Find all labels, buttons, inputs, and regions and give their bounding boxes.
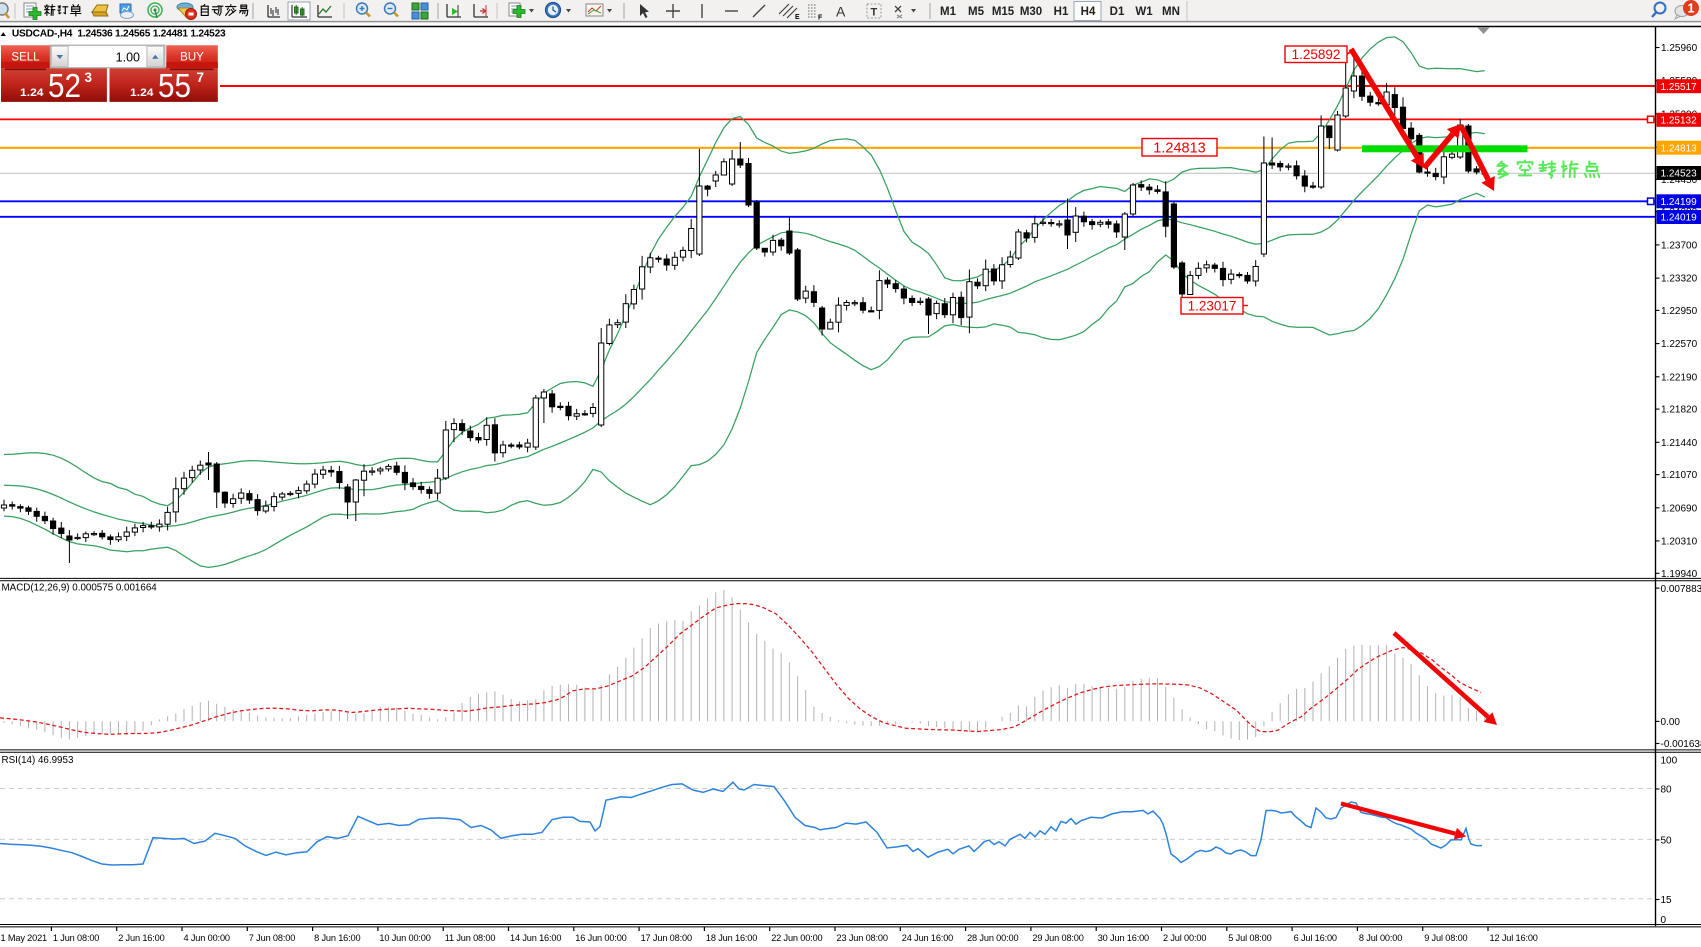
svg-text:4 Jun 00:00: 4 Jun 00:00 xyxy=(184,933,230,943)
svg-text:12 Jul 16:00: 12 Jul 16:00 xyxy=(1490,933,1538,943)
svg-text:18 Jun 16:00: 18 Jun 16:00 xyxy=(706,933,757,943)
svg-text:2 Jun 16:00: 2 Jun 16:00 xyxy=(118,933,164,943)
svg-text:8 Jun 16:00: 8 Jun 16:00 xyxy=(314,933,360,943)
svg-text:1.21820: 1.21820 xyxy=(1661,405,1698,416)
svg-text:16 Jun 00:00: 16 Jun 00:00 xyxy=(575,933,626,943)
svg-text:1.22950: 1.22950 xyxy=(1661,306,1698,317)
svg-text:1.19940: 1.19940 xyxy=(1661,569,1698,580)
svg-text:2 Jul 00:00: 2 Jul 00:00 xyxy=(1163,933,1206,943)
svg-text:H4: H4 xyxy=(1081,6,1096,18)
svg-text:RSI(14) 46.9953: RSI(14) 46.9953 xyxy=(2,755,74,766)
svg-text:0: 0 xyxy=(1661,915,1667,926)
svg-text:1.23700: 1.23700 xyxy=(1661,240,1698,251)
svg-text:1.22570: 1.22570 xyxy=(1661,339,1698,350)
svg-text:11 Jun 08:00: 11 Jun 08:00 xyxy=(445,933,496,943)
svg-text:17 Jun 08:00: 17 Jun 08:00 xyxy=(641,933,692,943)
svg-text:M15: M15 xyxy=(992,6,1015,18)
svg-text:W1: W1 xyxy=(1135,6,1153,18)
svg-text:24 Jun 16:00: 24 Jun 16:00 xyxy=(902,933,953,943)
svg-text:52: 52 xyxy=(48,67,81,104)
svg-text:1.25892: 1.25892 xyxy=(1292,47,1341,62)
svg-text:1.25517: 1.25517 xyxy=(1661,82,1698,93)
svg-text:1.21070: 1.21070 xyxy=(1661,470,1698,481)
svg-text:1.21440: 1.21440 xyxy=(1661,438,1698,449)
svg-text:3: 3 xyxy=(85,70,93,85)
svg-text:1: 1 xyxy=(1688,2,1695,16)
svg-text:23 Jun 08:00: 23 Jun 08:00 xyxy=(837,933,888,943)
svg-text:T: T xyxy=(871,7,878,19)
svg-text:1.24450: 1.24450 xyxy=(1661,175,1698,186)
svg-text:0.007883: 0.007883 xyxy=(1661,584,1701,595)
svg-text:1.24523: 1.24523 xyxy=(1661,169,1698,180)
svg-text:22 Jun 00:00: 22 Jun 00:00 xyxy=(771,933,822,943)
svg-text:50: 50 xyxy=(1661,835,1673,846)
svg-text:H1: H1 xyxy=(1054,6,1069,18)
svg-text:29 Jun 08:00: 29 Jun 08:00 xyxy=(1032,933,1083,943)
svg-text:1.23320: 1.23320 xyxy=(1661,274,1698,285)
svg-text:E: E xyxy=(795,14,800,21)
svg-text:14 Jun 16:00: 14 Jun 16:00 xyxy=(510,933,561,943)
svg-text:7 Jun 08:00: 7 Jun 08:00 xyxy=(249,933,295,943)
svg-text:1.00: 1.00 xyxy=(116,50,140,64)
svg-text:M5: M5 xyxy=(968,6,985,18)
svg-text:F: F xyxy=(818,15,823,22)
svg-text:1.24019: 1.24019 xyxy=(1661,213,1698,224)
svg-text:8 Jul 00:00: 8 Jul 00:00 xyxy=(1359,933,1402,943)
svg-text:1.24813: 1.24813 xyxy=(1153,140,1205,156)
svg-text:1.20690: 1.20690 xyxy=(1661,503,1698,514)
svg-text:100: 100 xyxy=(1661,755,1678,766)
svg-text:5 Jul 08:00: 5 Jul 08:00 xyxy=(1228,933,1271,943)
svg-text:15: 15 xyxy=(1661,895,1673,906)
svg-text:1.20310: 1.20310 xyxy=(1661,536,1698,547)
svg-text:1 May 2021: 1 May 2021 xyxy=(1,933,48,943)
svg-text:1.22190: 1.22190 xyxy=(1661,372,1698,383)
svg-text:10 Jun 00:00: 10 Jun 00:00 xyxy=(379,933,430,943)
svg-text:28 Jun 00:00: 28 Jun 00:00 xyxy=(967,933,1018,943)
svg-text:6 Jul 16:00: 6 Jul 16:00 xyxy=(1294,933,1337,943)
svg-text:1.25132: 1.25132 xyxy=(1661,116,1698,127)
svg-text:D1: D1 xyxy=(1110,6,1125,18)
svg-text:A: A xyxy=(836,4,846,20)
svg-text:MACD(12,26,9) 0.000575 0.00166: MACD(12,26,9) 0.000575 0.001664 xyxy=(2,583,158,594)
svg-text:80: 80 xyxy=(1661,785,1673,796)
svg-text:1.24813: 1.24813 xyxy=(1661,143,1698,154)
svg-text:M1: M1 xyxy=(940,6,957,18)
svg-text:0.00: 0.00 xyxy=(1661,717,1681,728)
svg-text:1.25960: 1.25960 xyxy=(1661,43,1698,54)
svg-text:7: 7 xyxy=(197,70,205,85)
svg-text:USDCAD-,H4 1.24536 1.24565 1.: USDCAD-,H4 1.24536 1.24565 1.24481 1.245… xyxy=(12,29,226,40)
svg-text:30 Jun 16:00: 30 Jun 16:00 xyxy=(1098,933,1149,943)
svg-text:MN: MN xyxy=(1162,6,1180,18)
svg-text:SELL: SELL xyxy=(11,52,40,64)
svg-text:-0.001638: -0.001638 xyxy=(1661,739,1701,750)
svg-text:1.24: 1.24 xyxy=(20,87,44,99)
svg-text:1.24199: 1.24199 xyxy=(1661,197,1698,208)
svg-text:1 Jun 08:00: 1 Jun 08:00 xyxy=(53,933,99,943)
svg-text:1.23017: 1.23017 xyxy=(1188,298,1237,313)
svg-text:M30: M30 xyxy=(1020,6,1042,18)
svg-text:55: 55 xyxy=(158,67,191,104)
svg-text:1.24: 1.24 xyxy=(130,87,154,99)
svg-text:9 Jul 08:00: 9 Jul 08:00 xyxy=(1424,933,1467,943)
svg-text:BUY: BUY xyxy=(180,52,204,64)
